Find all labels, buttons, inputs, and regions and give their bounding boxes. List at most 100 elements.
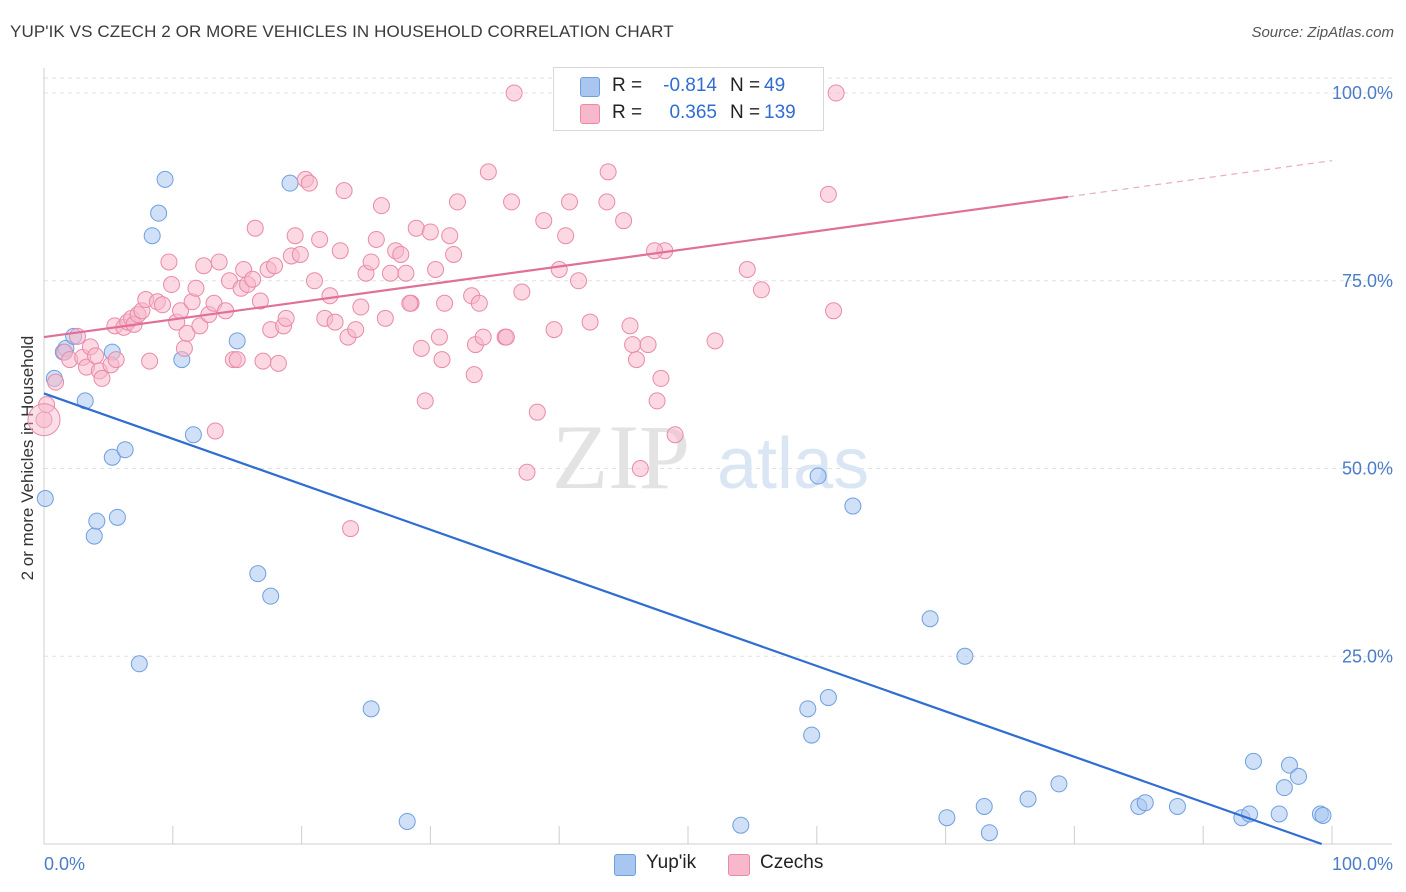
y-tick-label: 50.0% [1342,459,1393,479]
data-point-czechs [362,253,380,271]
data-point-czechs [445,245,463,263]
data-point-yupik [130,655,148,673]
data-point-czechs [187,279,205,297]
data-point-yupik [1019,790,1037,808]
legend-label-czechs: Czechs [760,852,824,873]
data-point-czechs [598,193,616,211]
data-point-yupik [228,332,246,350]
data-point-czechs [335,182,353,200]
data-point-czechs [570,272,588,290]
data-point-czechs [277,309,295,327]
data-point-czechs [505,84,523,102]
data-point-czechs [228,351,246,369]
data-point-czechs [342,520,360,538]
data-point-yupik [143,227,161,245]
y-tick-label: 100.0% [1332,83,1393,103]
data-point-czechs [210,253,228,271]
trend-lines [43,160,1333,846]
data-point-yupik [732,816,750,834]
legend-n-label: N = [730,102,761,123]
data-point-czechs [581,313,599,331]
data-point-czechs [401,294,419,312]
trend-line-czechs [43,195,1069,339]
stats-legend: R = -0.814 N = 49 R = 0.365 N = 139 [553,67,824,131]
legend-label-yupik: Yup'ik [646,852,697,873]
legend-r-value: 0.365 [669,102,717,123]
data-point-czechs [191,317,209,335]
data-point-czechs [706,332,724,350]
data-point-czechs [646,242,664,260]
data-point-yupik [398,812,416,830]
y-tick-label: 25.0% [1342,646,1393,666]
data-point-czechs [474,328,492,346]
data-point-czechs [497,328,515,346]
data-point-czechs [433,351,451,369]
data-point-czechs [513,283,531,301]
data-point-czechs [27,403,61,437]
data-point-yupik [85,527,103,545]
data-point-yupik [281,174,299,192]
data-point-czechs [107,351,125,369]
data-point-czechs [331,242,349,260]
data-point-yupik [1168,797,1186,815]
data-point-czechs [624,336,642,354]
data-point-czechs [254,352,272,370]
data-point-czechs [470,294,488,312]
data-points [27,84,1332,842]
data-point-yupik [1136,794,1154,812]
legend-r-label: R = [612,102,643,123]
data-point-czechs [163,276,181,294]
x-tick-label: 100.0% [1332,854,1393,874]
data-point-czechs [47,373,65,391]
x-tick-label: 0.0% [44,854,85,874]
data-point-czechs [305,272,323,290]
legend-swatch-yupik [614,854,636,876]
watermark-atlas: atlas [717,424,869,504]
data-point-czechs [615,212,633,230]
data-point-czechs [376,309,394,327]
data-point-czechs [141,352,159,370]
data-point-czechs [321,287,339,305]
data-point-yupik [921,610,939,628]
data-point-czechs [666,426,684,444]
data-point-czechs [825,302,843,320]
data-point-czechs [195,257,213,275]
data-point-yupik [956,647,974,665]
data-point-yupik [36,490,54,508]
data-point-yupik [262,587,280,605]
data-point-yupik [150,204,168,222]
trend-line-yupik [43,392,1323,846]
data-point-czechs [372,197,390,215]
y-tick-label: 75.0% [1342,271,1393,291]
data-point-czechs [648,392,666,410]
data-point-czechs [535,212,553,230]
data-point-czechs [93,369,111,387]
data-point-czechs [178,324,196,342]
gridlines [44,77,1392,657]
data-point-yupik [938,809,956,827]
legend-row-czechs: R = 0.365 N = 139 [554,101,823,127]
data-point-czechs [528,403,546,421]
data-point-czechs [286,227,304,245]
data-point-czechs [300,174,318,192]
data-point-czechs [819,185,837,203]
data-point-czechs [381,264,399,282]
data-point-czechs [352,298,370,316]
data-point-yupik [88,512,106,530]
watermark-zip: ZIP [552,406,690,508]
data-point-czechs [448,193,466,211]
data-point-czechs [392,245,410,263]
legend-n-value: 139 [764,102,796,123]
source-label: Source: ZipAtlas.com [1251,24,1394,41]
data-point-czechs [652,369,670,387]
data-point-czechs [175,339,193,357]
data-point-czechs [441,227,459,245]
data-point-czechs [326,313,344,331]
data-point-czechs [266,257,284,275]
data-point-czechs [518,463,536,481]
legend-swatch-yupik [580,77,600,97]
data-point-czechs [550,261,568,278]
axes [43,68,1392,845]
legend-row-yupik: R = -0.814 N = 49 [554,74,823,100]
